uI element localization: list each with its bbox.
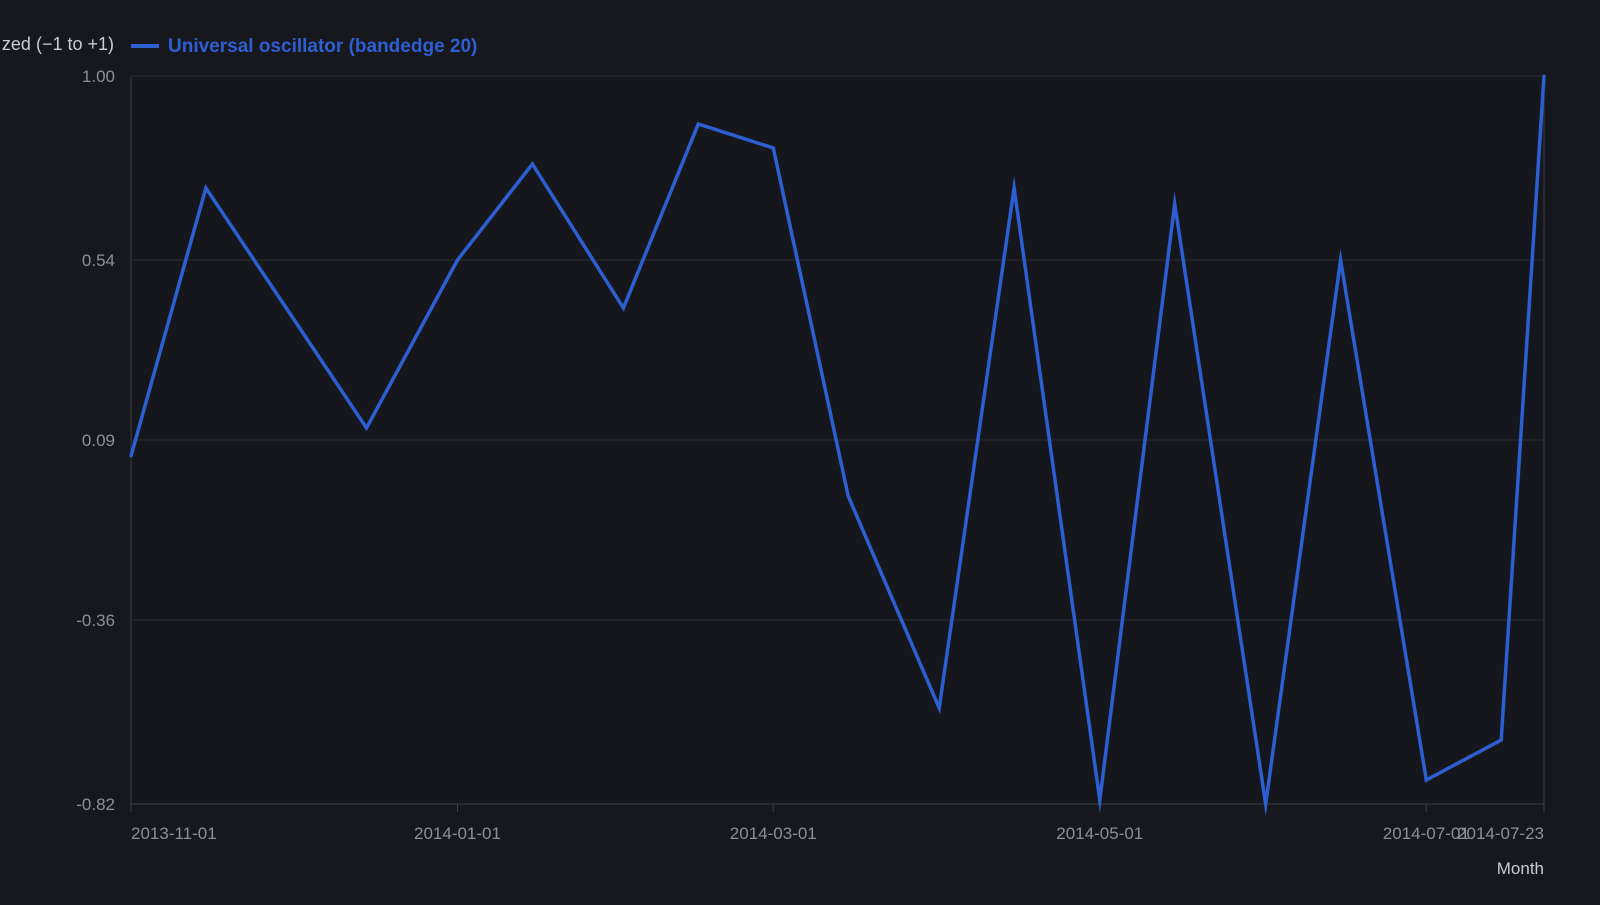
- x-axis-title: Month: [1497, 859, 1544, 878]
- data-point: [1098, 798, 1102, 802]
- x-tick-label: 2014-03-01: [730, 824, 817, 843]
- data-point: [129, 454, 133, 458]
- data-point: [771, 146, 775, 150]
- y-tick-label: 1.00: [82, 67, 115, 86]
- data-point: [204, 186, 208, 190]
- x-tick-label: 2014-07-01: [1383, 824, 1470, 843]
- data-point: [455, 258, 459, 262]
- y-tick-label: 0.09: [82, 431, 115, 450]
- x-tick-label: 2014-05-01: [1056, 824, 1143, 843]
- data-point: [530, 162, 534, 166]
- x-tick-label: 2014-07-23: [1457, 824, 1544, 843]
- series-layer: [129, 74, 1546, 817]
- y-tick-label: -0.82: [76, 795, 115, 814]
- data-point: [1173, 202, 1177, 206]
- x-tick-label: 2014-01-01: [414, 824, 501, 843]
- data-point: [1339, 258, 1343, 262]
- data-point: [365, 426, 368, 430]
- data-point: [1499, 738, 1503, 742]
- x-tick-label: 2013-11-01: [131, 824, 217, 843]
- legend-label[interactable]: Universal oscillator (bandedge 20): [168, 36, 477, 57]
- y-tick-label: 0.54: [82, 251, 115, 270]
- data-point: [621, 306, 625, 310]
- data-point: [937, 706, 941, 710]
- data-point: [1012, 186, 1016, 190]
- axes: 1.00 0.54 0.09 -0.36 -0.82 2013-11-01 2014-01-…: [76, 67, 1545, 843]
- y-scale-caption: zed (−1 to +1): [2, 34, 114, 54]
- data-point: [846, 494, 850, 498]
- data-point: [1542, 74, 1546, 78]
- data-point: [1424, 778, 1428, 782]
- data-point: [290, 314, 294, 318]
- data-point: [1264, 802, 1268, 806]
- legend: zed (−1 to +1) Universal oscillator (ban…: [2, 34, 477, 57]
- data-point: [696, 122, 700, 126]
- y-tick-label: -0.36: [76, 611, 115, 630]
